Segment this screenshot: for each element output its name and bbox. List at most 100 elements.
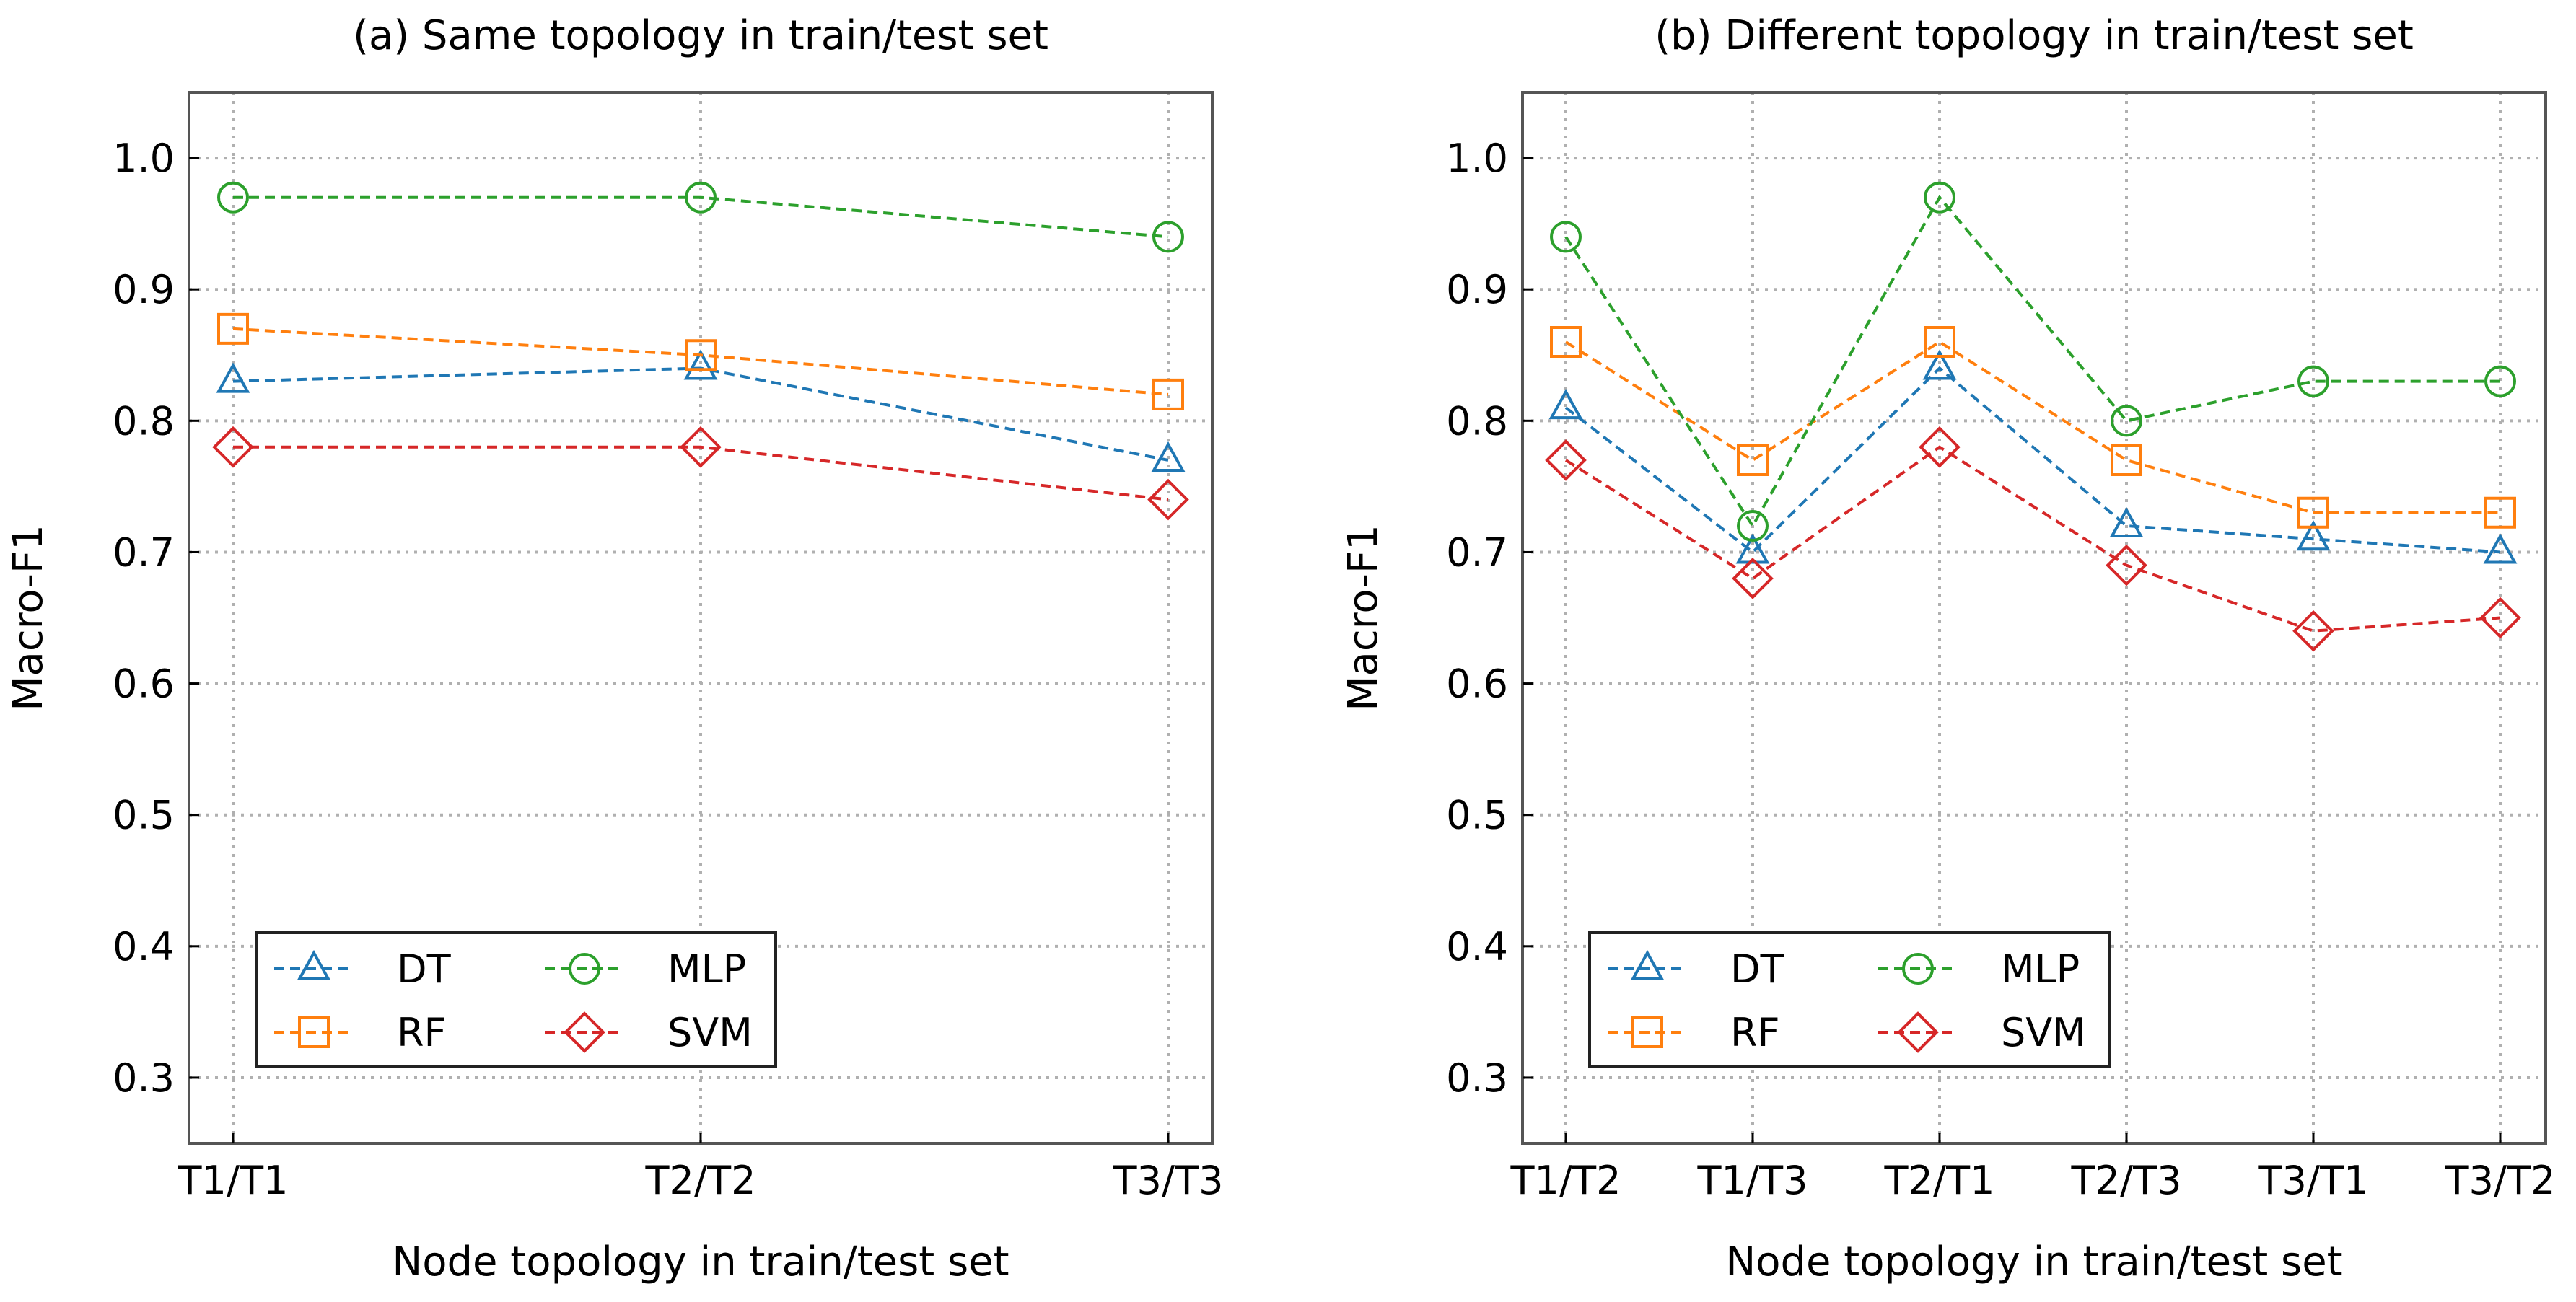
data-point	[1737, 444, 1769, 476]
data-point	[2106, 544, 2147, 586]
data-point	[2297, 365, 2329, 397]
data-point	[2483, 533, 2518, 564]
data-point	[1922, 349, 1957, 380]
y-axis-label: Macro-F1	[1340, 524, 1387, 711]
y-axis-label: Macro-F1	[5, 524, 52, 711]
legend-box	[255, 931, 777, 1068]
legend-entry-svm: SVM	[545, 1010, 753, 1055]
data-point	[212, 426, 254, 468]
legend-entry-rf: RF	[274, 1010, 447, 1055]
legend-label: SVM	[2001, 1010, 2086, 1055]
data-point	[1550, 221, 1582, 253]
legend: DT RF MLP SVM	[1588, 931, 2111, 1068]
data-point	[217, 312, 249, 345]
data-point	[1919, 426, 1961, 468]
legend-entry-dt: DT	[1608, 946, 1785, 992]
data-point	[1147, 478, 1189, 521]
series-line	[233, 195, 1169, 239]
y-tick-label: 0.9	[113, 267, 175, 312]
data-point	[2296, 520, 2331, 551]
y-tick-label: 0.9	[1446, 267, 1508, 312]
y-tick-label: 0.3	[113, 1055, 175, 1101]
data-point	[1152, 378, 1184, 410]
x-tick-label: T3/T1	[2258, 1158, 2369, 1203]
data-point	[2484, 496, 2516, 529]
data-point	[680, 426, 722, 468]
x-axis-label: Node topology in train/test set	[392, 1239, 1009, 1285]
chart-title: (b) Different topology in train/test set	[1655, 12, 2414, 59]
data-point	[685, 339, 717, 371]
series-mlp	[217, 181, 1184, 253]
y-tick-label: 0.5	[1446, 793, 1508, 838]
x-tick-label: T3/T2	[2445, 1158, 2556, 1203]
x-tick-label: T1/T3	[1697, 1158, 1808, 1203]
data-point	[685, 181, 717, 214]
data-point	[1545, 439, 1587, 481]
y-tick-label: 0.8	[1446, 398, 1508, 444]
data-point	[2111, 405, 2142, 437]
panel-a: 0.3 0.4 0.5 0.6 0.7 0.8 0.9 1.0 T1/T1 T2/T2 T3/T3 (…	[5, 12, 1223, 1285]
y-tick-label: 0.4	[113, 924, 175, 969]
legend-marker	[1902, 953, 1934, 985]
series-line	[1564, 366, 2501, 555]
x-tick-label: T2/T3	[2071, 1158, 2182, 1203]
x-tick-label: T3/T3	[1113, 1158, 1224, 1203]
legend-label: MLP	[2001, 946, 2080, 992]
data-point	[1152, 221, 1184, 253]
y-tick-label: 0.7	[113, 529, 175, 575]
x-axis-label: Node topology in train/test set	[1725, 1239, 2342, 1285]
y-tick-label: 0.4	[1446, 924, 1508, 969]
data-point	[2292, 610, 2334, 652]
data-point	[1151, 441, 1186, 472]
data-point	[216, 362, 250, 393]
series-rf	[1550, 326, 2516, 529]
series-line	[232, 327, 1169, 396]
series-line	[1564, 340, 2500, 514]
y-tick-label: 0.5	[113, 793, 175, 838]
series-line	[233, 445, 1169, 501]
legend: DT RF MLP SVM	[255, 931, 777, 1068]
data-point	[683, 349, 718, 380]
data-point	[1732, 558, 1774, 599]
x-tick-label: T2/T2	[645, 1158, 756, 1203]
legend-label: RF	[1730, 1010, 1780, 1055]
x-tick-label: T1/T1	[178, 1158, 289, 1203]
y-tick-label: 1.0	[1446, 136, 1508, 181]
legend-entry-rf: RF	[1608, 1010, 1780, 1055]
legend-label: RF	[397, 1010, 447, 1055]
series-svm	[212, 426, 1189, 521]
data-point	[2484, 365, 2516, 397]
legend-entry-dt: DT	[274, 946, 452, 992]
data-point	[1550, 326, 1582, 359]
legend-marker	[569, 953, 600, 985]
chart-title: (a) Same topology in train/test set	[353, 12, 1048, 59]
data-point	[2111, 444, 2142, 476]
legend-marker	[1897, 1011, 1939, 1053]
data-point	[1924, 181, 1955, 214]
legend-entry-mlp: MLP	[1878, 946, 2080, 992]
panel-b: 0.3 0.4 0.5 0.6 0.7 0.8 0.9 1.0 T1/T2 T1/T3 T2/T1 T…	[1340, 12, 2555, 1285]
data-point	[2479, 597, 2521, 639]
x-tick-label: T2/T1	[1884, 1158, 1995, 1203]
y-tick-label: 0.6	[113, 661, 175, 707]
series-line	[1564, 445, 2501, 633]
data-point	[217, 181, 249, 214]
data-point	[1924, 326, 1955, 359]
legend-marker	[297, 949, 331, 980]
data-point	[1737, 510, 1769, 542]
y-tick-label: 0.6	[1446, 661, 1508, 707]
legend-box	[1588, 931, 2111, 1068]
data-point	[2297, 496, 2329, 529]
legend-entry-mlp: MLP	[545, 946, 746, 992]
legend-label: SVM	[667, 1010, 753, 1055]
legend-marker	[1631, 1016, 1663, 1048]
y-tick-label: 0.3	[1446, 1055, 1508, 1101]
data-point	[2109, 506, 2144, 538]
series-svm	[1545, 426, 2521, 652]
legend-label: DT	[397, 946, 452, 992]
legend-marker	[564, 1011, 605, 1053]
data-point	[1735, 533, 1770, 564]
legend-label: DT	[1730, 946, 1785, 992]
y-tick-label: 0.8	[113, 398, 175, 444]
